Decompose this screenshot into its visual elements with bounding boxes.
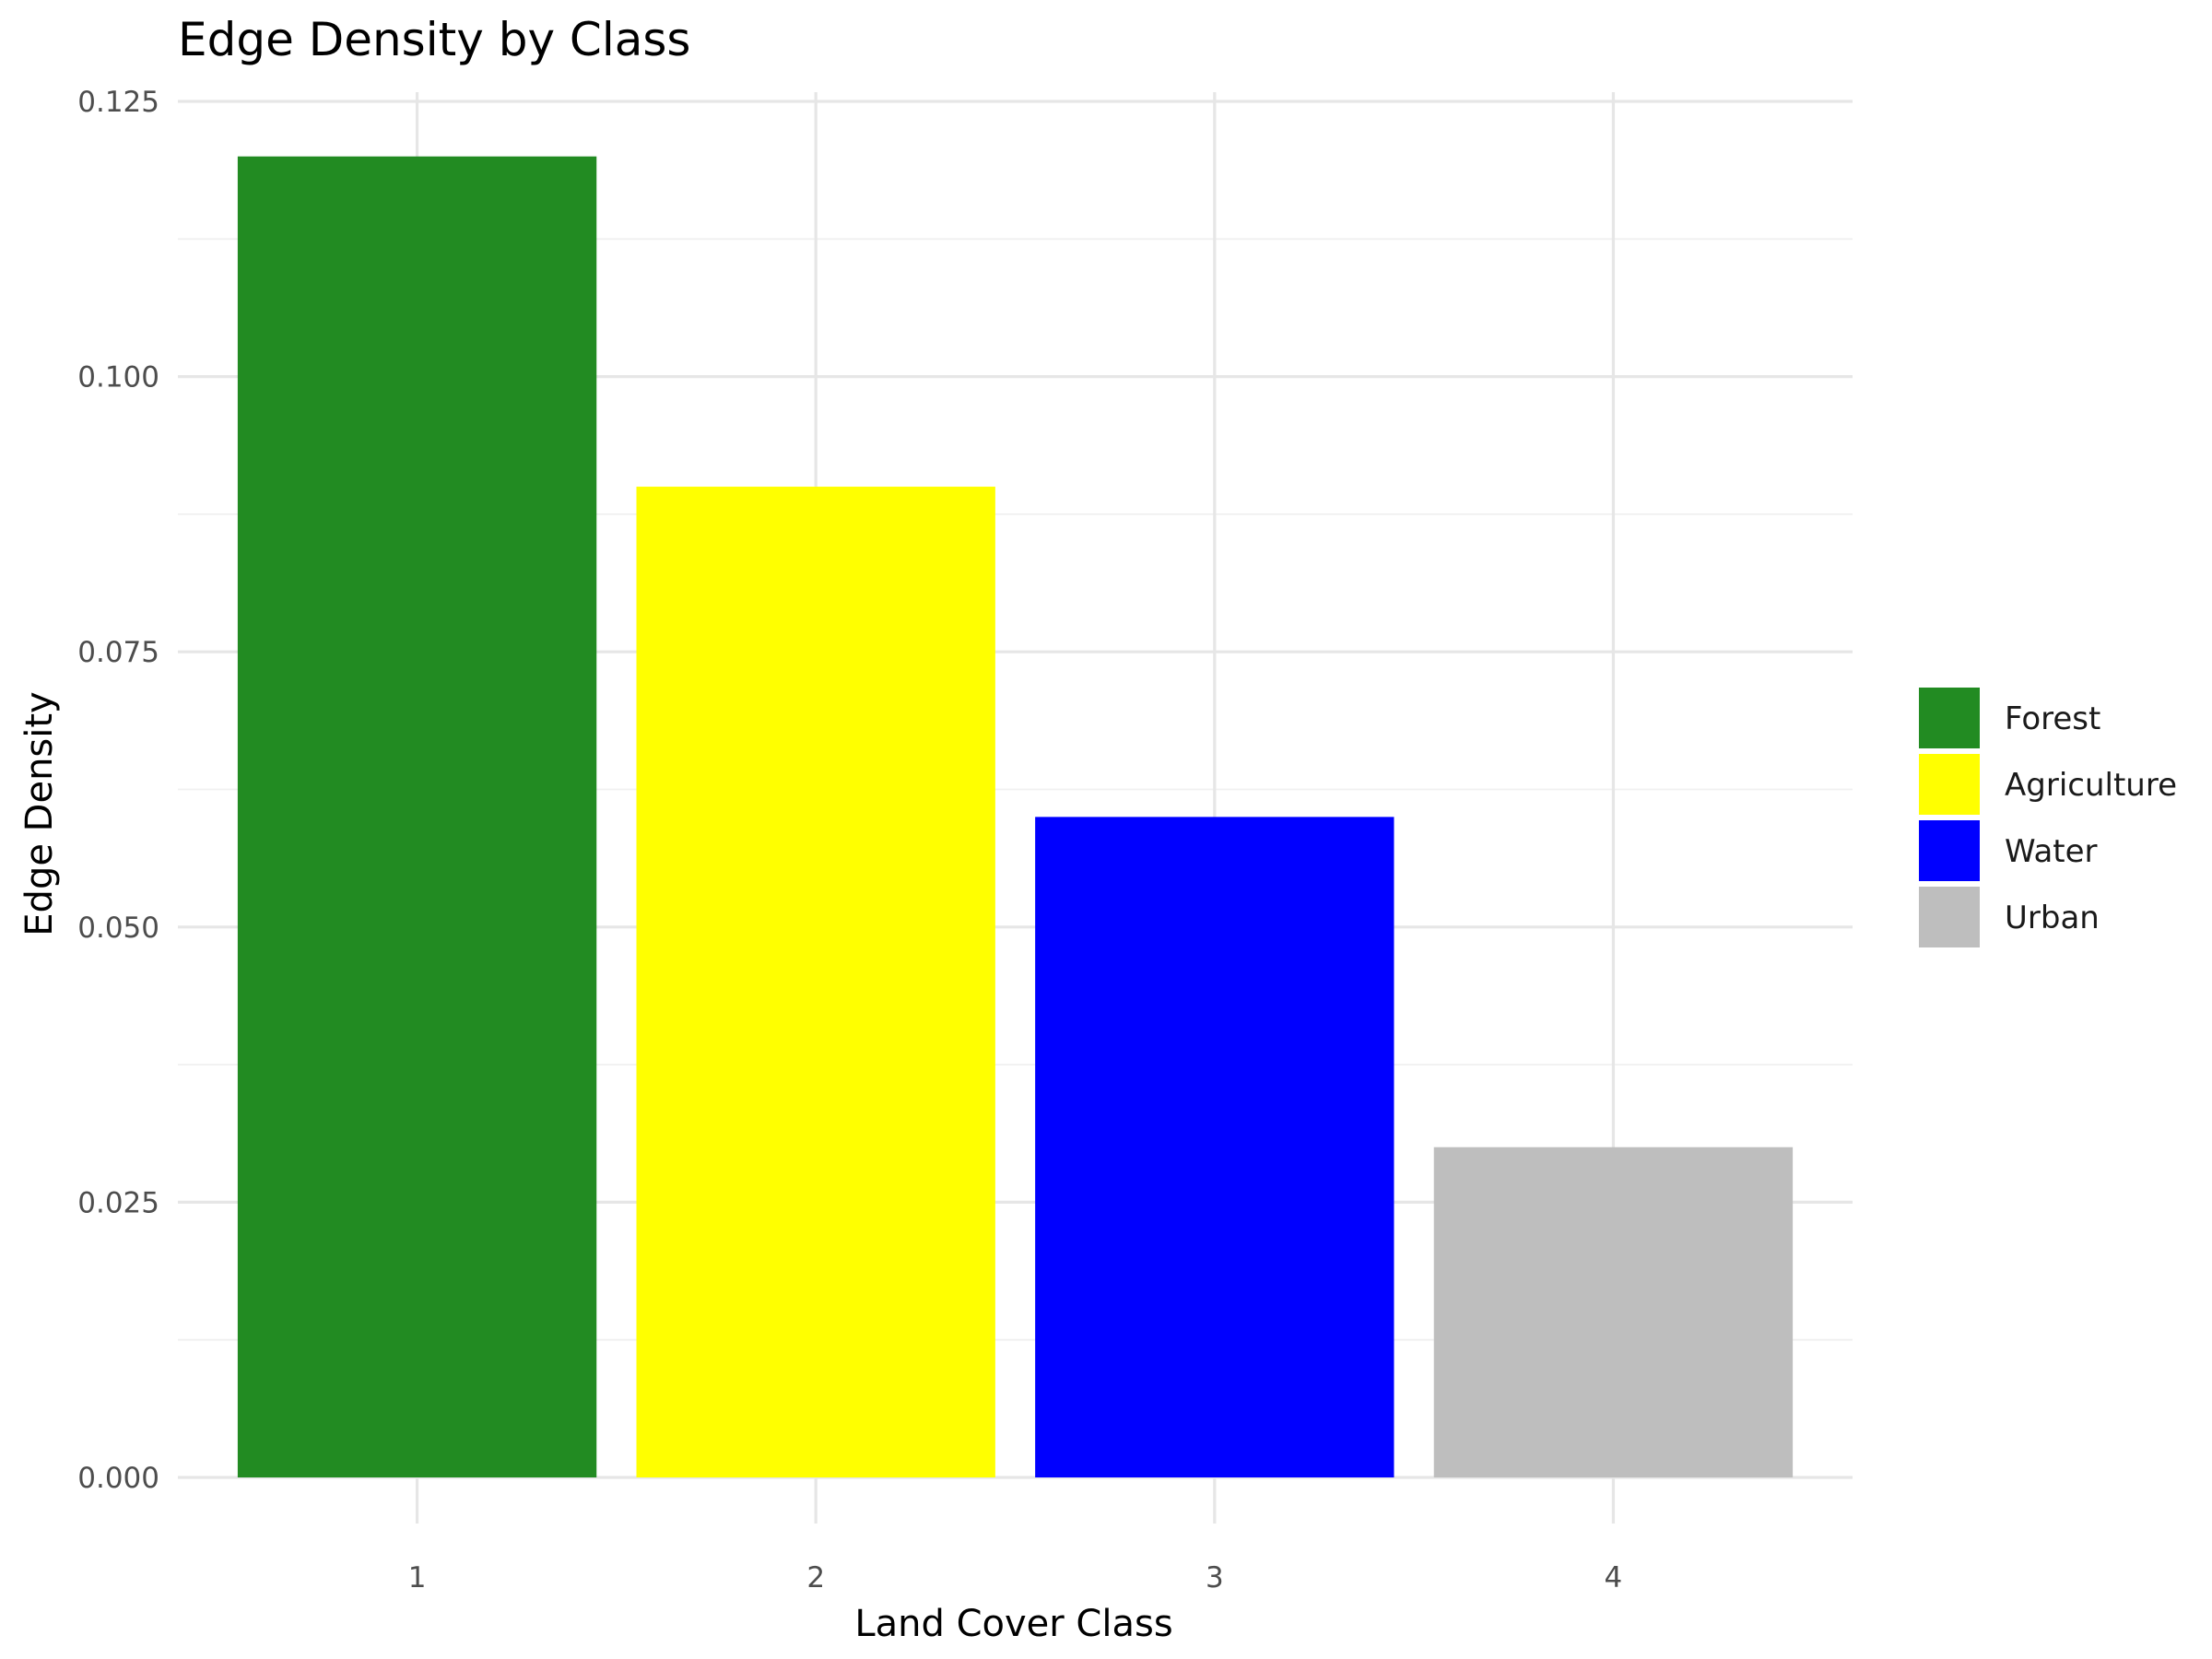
legend-label-forest: Forest bbox=[2005, 700, 2100, 737]
y-tick-label: 0.025 bbox=[77, 1186, 159, 1219]
bar-agriculture bbox=[636, 487, 995, 1477]
y-axis-tick-labels: 0.000 0.025 0.050 0.075 0.100 0.125 bbox=[77, 86, 159, 1495]
legend-key-agriculture bbox=[1919, 754, 1980, 815]
x-axis-title: Land Cover Class bbox=[854, 1603, 1172, 1645]
chart-title: Edge Density by Class bbox=[178, 13, 690, 66]
x-tick-label: 3 bbox=[1206, 1561, 1224, 1594]
y-tick-label: 0.000 bbox=[77, 1462, 159, 1495]
legend-key-urban bbox=[1919, 887, 1980, 947]
y-axis-title: Edge Density bbox=[18, 691, 61, 935]
y-tick-label: 0.125 bbox=[77, 86, 159, 119]
legend-key-water bbox=[1919, 820, 1980, 881]
bar-water bbox=[1035, 817, 1394, 1477]
x-tick-label: 4 bbox=[1605, 1561, 1623, 1594]
y-tick-label: 0.075 bbox=[77, 636, 159, 669]
x-tick-label: 2 bbox=[806, 1561, 825, 1594]
x-axis-tick-labels: 1 2 3 4 bbox=[408, 1561, 1623, 1594]
bars bbox=[237, 156, 1794, 1478]
legend: Forest Agriculture Water Urban bbox=[1919, 688, 2177, 947]
legend-key-forest bbox=[1919, 688, 1980, 748]
legend-label-water: Water bbox=[2005, 833, 2098, 870]
legend-label-urban: Urban bbox=[2005, 900, 2100, 936]
legend-label-agriculture: Agriculture bbox=[2005, 767, 2177, 804]
y-tick-label: 0.050 bbox=[77, 912, 159, 945]
x-tick-label: 1 bbox=[408, 1561, 427, 1594]
bar-urban bbox=[1433, 1147, 1794, 1477]
y-tick-label: 0.100 bbox=[77, 361, 159, 394]
bar-forest bbox=[237, 156, 597, 1478]
